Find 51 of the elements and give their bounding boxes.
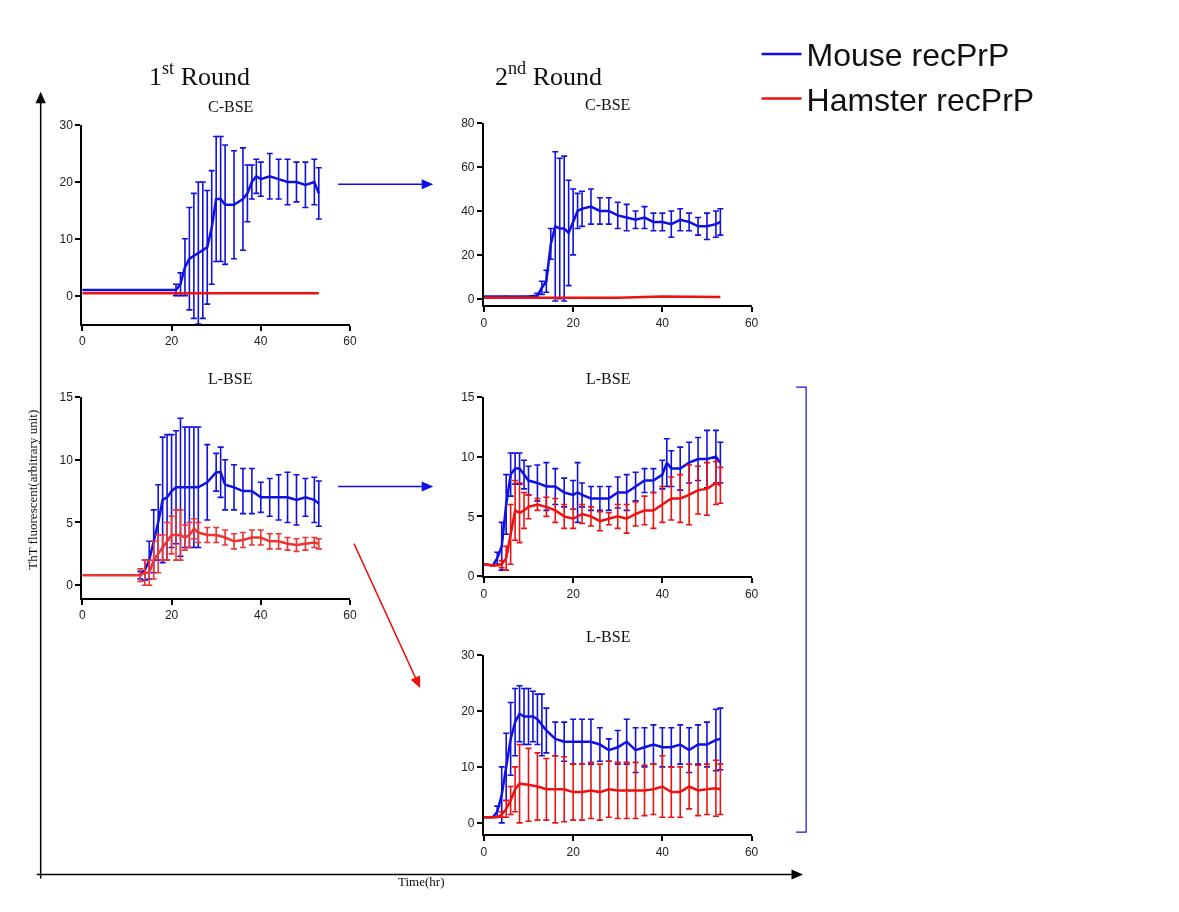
x-tick-label: 40 [655, 844, 670, 859]
y-tick-label: 30 [461, 648, 475, 663]
y-tick-label: 0 [66, 288, 74, 303]
x-tick-label: 0 [480, 315, 488, 330]
x-tick-label: 20 [164, 608, 179, 623]
x-tick-label: 40 [655, 315, 670, 330]
x-tick-label: 60 [744, 844, 759, 859]
y-tick-label: 20 [461, 248, 475, 263]
y-tick-label: 10 [461, 449, 475, 464]
y-tick-label: 10 [59, 232, 74, 247]
chart-title: C-BSE [208, 98, 254, 115]
x-tick-label: 60 [744, 586, 759, 601]
x-tick-label: 60 [343, 334, 358, 349]
y-tick-label: 20 [59, 175, 74, 190]
y-tick-label: 40 [461, 204, 475, 219]
y-tick-label: 5 [66, 515, 74, 530]
x-tick-label: 40 [254, 608, 268, 623]
y-tick-label: 20 [461, 704, 475, 719]
y-tick-label: 0 [467, 291, 475, 306]
x-tick-label: 20 [566, 844, 581, 859]
y-tick-label: 30 [59, 118, 74, 133]
text: 2$^{nd}$ Round [495, 58, 603, 91]
y-tick-label: 0 [467, 816, 475, 831]
x-tick-label: 0 [480, 844, 488, 859]
y-tick-label: 15 [59, 390, 74, 405]
y-axis-title: ThT fluorescent(arbitrary unit) [24, 409, 40, 570]
y-tick-label: 5 [467, 509, 475, 524]
x-tick-label: 20 [164, 334, 179, 349]
text: 1$^{st}$ Round [149, 58, 250, 91]
y-tick-label: 10 [59, 452, 74, 467]
x-tick-label: 20 [566, 586, 581, 601]
x-tick-label: 40 [655, 586, 670, 601]
x-axis-title: Time(hr) [398, 874, 445, 889]
x-tick-label: 40 [254, 334, 268, 349]
y-tick-label: 0 [467, 569, 475, 584]
x-tick-label: 0 [480, 586, 488, 601]
x-tick-label: 0 [78, 608, 86, 623]
x-tick-label: 60 [343, 608, 358, 623]
y-tick-label: 60 [461, 160, 475, 175]
legend-label: Mouse recPrP [806, 37, 1010, 74]
y-tick-label: 80 [461, 116, 475, 131]
chart-title: L-BSE [586, 628, 631, 645]
legend-label: Hamster recPrP [806, 82, 1035, 119]
chart-title: L-BSE [208, 370, 253, 387]
chart-title: C-BSE [585, 96, 631, 113]
y-tick-label: 15 [461, 390, 475, 405]
x-tick-label: 20 [566, 315, 581, 330]
x-tick-label: 0 [78, 334, 86, 349]
chart-title: L-BSE [586, 370, 631, 387]
y-tick-label: 10 [461, 760, 475, 775]
x-tick-label: 60 [744, 315, 759, 330]
